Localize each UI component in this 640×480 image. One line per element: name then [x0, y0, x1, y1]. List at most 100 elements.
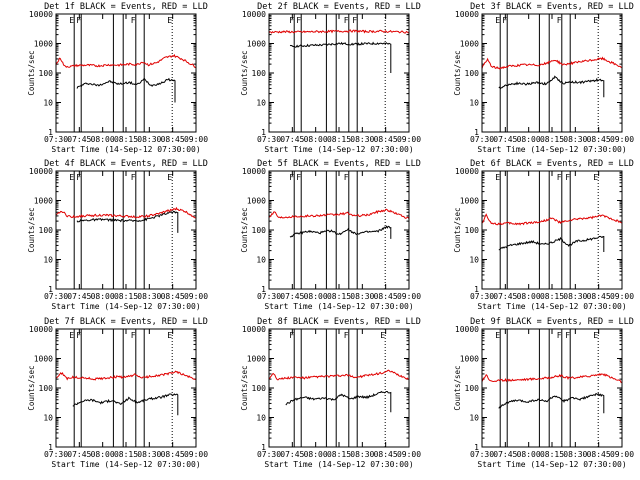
event-marker-label: F — [76, 16, 81, 25]
y-tick-label: 100 — [39, 226, 54, 235]
event-marker-label: F — [344, 331, 349, 340]
plot-frame — [481, 170, 623, 290]
x-tick-label: 07:30 — [257, 450, 281, 459]
event-marker-label: E — [495, 331, 500, 340]
plot-frame — [268, 170, 410, 290]
x-tick-label: 08:30 — [137, 135, 161, 144]
y-tick-label: 1 — [261, 128, 266, 137]
lld-series-line — [55, 206, 197, 219]
lld-series-line — [268, 369, 410, 381]
y-tick-label: 1000 — [247, 40, 266, 49]
y-axis-label: Counts/sec — [240, 207, 249, 252]
y-tick-label: 1 — [261, 285, 266, 294]
x-tick-label: 07:30 — [470, 292, 494, 301]
x-tick-label: 07:45 — [280, 135, 304, 144]
event-marker-label: E — [380, 331, 385, 340]
x-axis-label: Start Time (14-Sep-12 07:30:00) — [477, 145, 626, 154]
y-tick-label: 100 — [252, 69, 267, 78]
y-axis-label: Counts/sec — [240, 50, 249, 95]
x-tick-label: 08:15 — [327, 135, 351, 144]
x-tick-label: 07:30 — [44, 292, 68, 301]
x-tick-label: 08:15 — [114, 450, 138, 459]
y-tick-label: 100 — [465, 384, 480, 393]
event-marker-label: F — [296, 16, 301, 25]
event-marker-label: F — [289, 16, 294, 25]
x-tick-label: 08:30 — [563, 135, 587, 144]
lld-series-line — [55, 370, 197, 381]
x-tick-label: 08:45 — [161, 135, 185, 144]
x-tick-label: 08:30 — [563, 450, 587, 459]
y-tick-label: 10000 — [242, 325, 266, 334]
y-tick-label: 100 — [39, 69, 54, 78]
y-tick-label: 1 — [48, 285, 53, 294]
x-tick-label: 07:45 — [67, 135, 91, 144]
x-tick-label: 09:00 — [397, 450, 421, 459]
event-marker-label: E — [167, 16, 172, 25]
x-tick-label: 09:00 — [610, 135, 634, 144]
y-tick-label: 10 — [43, 256, 53, 265]
lld-series-line — [481, 372, 623, 384]
events-series-line — [498, 75, 605, 98]
event-marker-label: E — [69, 173, 74, 182]
x-tick-label: 08:15 — [327, 292, 351, 301]
x-tick-label: 08:15 — [540, 450, 564, 459]
y-tick-label: 100 — [39, 384, 54, 393]
y-tick-label: 10 — [469, 414, 479, 423]
plot-frame — [268, 328, 410, 448]
y-tick-label: 100 — [465, 226, 480, 235]
x-tick-label: 07:45 — [280, 450, 304, 459]
y-tick-label: 10 — [43, 414, 53, 423]
y-axis-label: Counts/sec — [453, 207, 462, 252]
event-marker-label: F — [502, 16, 507, 25]
y-tick-label: 10 — [256, 414, 266, 423]
x-tick-label: 07:45 — [67, 292, 91, 301]
x-axis-label: Start Time (14-Sep-12 07:30:00) — [51, 145, 200, 154]
x-tick-label: 08:30 — [350, 450, 374, 459]
x-tick-label: 08:45 — [374, 135, 398, 144]
x-axis-label: Start Time (14-Sep-12 07:30:00) — [477, 460, 626, 469]
event-marker-label: F — [557, 331, 562, 340]
x-tick-label: 08:15 — [114, 135, 138, 144]
y-tick-label: 10000 — [29, 10, 53, 19]
panel-det-2: Det 2f BLACK = Events, RED = LLD 1 10 100 10… — [240, 2, 421, 154]
event-marker-label: F — [131, 173, 136, 182]
chart-title: Det 3f BLACK = Events, RED = LLD — [470, 2, 634, 12]
y-axis-label: Counts/sec — [27, 365, 36, 410]
x-tick-label: 08:45 — [587, 450, 611, 459]
event-marker-label: F — [557, 173, 562, 182]
x-tick-label: 07:30 — [257, 292, 281, 301]
x-tick-label: 07:30 — [257, 135, 281, 144]
x-tick-label: 08:30 — [350, 292, 374, 301]
lld-series-line — [481, 213, 623, 226]
y-tick-label: 1 — [48, 128, 53, 137]
y-tick-label: 1 — [474, 443, 479, 452]
x-tick-label: 08:45 — [587, 135, 611, 144]
x-tick-label: 08:00 — [517, 292, 541, 301]
x-tick-label: 08:30 — [137, 450, 161, 459]
panel-det-6: Det 6f BLACK = Events, RED = LLD 1 10 100 10… — [453, 159, 634, 311]
x-tick-label: 07:30 — [44, 135, 68, 144]
y-tick-label: 1 — [474, 128, 479, 137]
x-tick-label: 08:00 — [304, 135, 328, 144]
event-marker-label: F — [565, 173, 570, 182]
event-marker-label: E — [69, 331, 74, 340]
events-series-line — [289, 225, 392, 239]
y-tick-label: 10000 — [242, 10, 266, 19]
x-tick-label: 08:45 — [587, 292, 611, 301]
x-tick-label: 07:45 — [493, 450, 517, 459]
event-marker-label: E — [593, 331, 598, 340]
x-axis-label: Start Time (14-Sep-12 07:30:00) — [264, 145, 413, 154]
event-marker-label: F — [296, 173, 301, 182]
y-tick-label: 10 — [256, 256, 266, 265]
y-tick-label: 1000 — [460, 355, 479, 364]
events-series-line — [72, 393, 179, 416]
x-tick-label: 09:00 — [397, 292, 421, 301]
event-marker-label: F — [289, 331, 294, 340]
event-marker-label: F — [76, 331, 81, 340]
event-marker-label: F — [352, 16, 357, 25]
x-tick-label: 07:45 — [493, 292, 517, 301]
x-tick-label: 08:00 — [91, 292, 115, 301]
x-tick-label: 08:45 — [161, 450, 185, 459]
y-tick-label: 1 — [474, 285, 479, 294]
event-marker-label: E — [495, 16, 500, 25]
